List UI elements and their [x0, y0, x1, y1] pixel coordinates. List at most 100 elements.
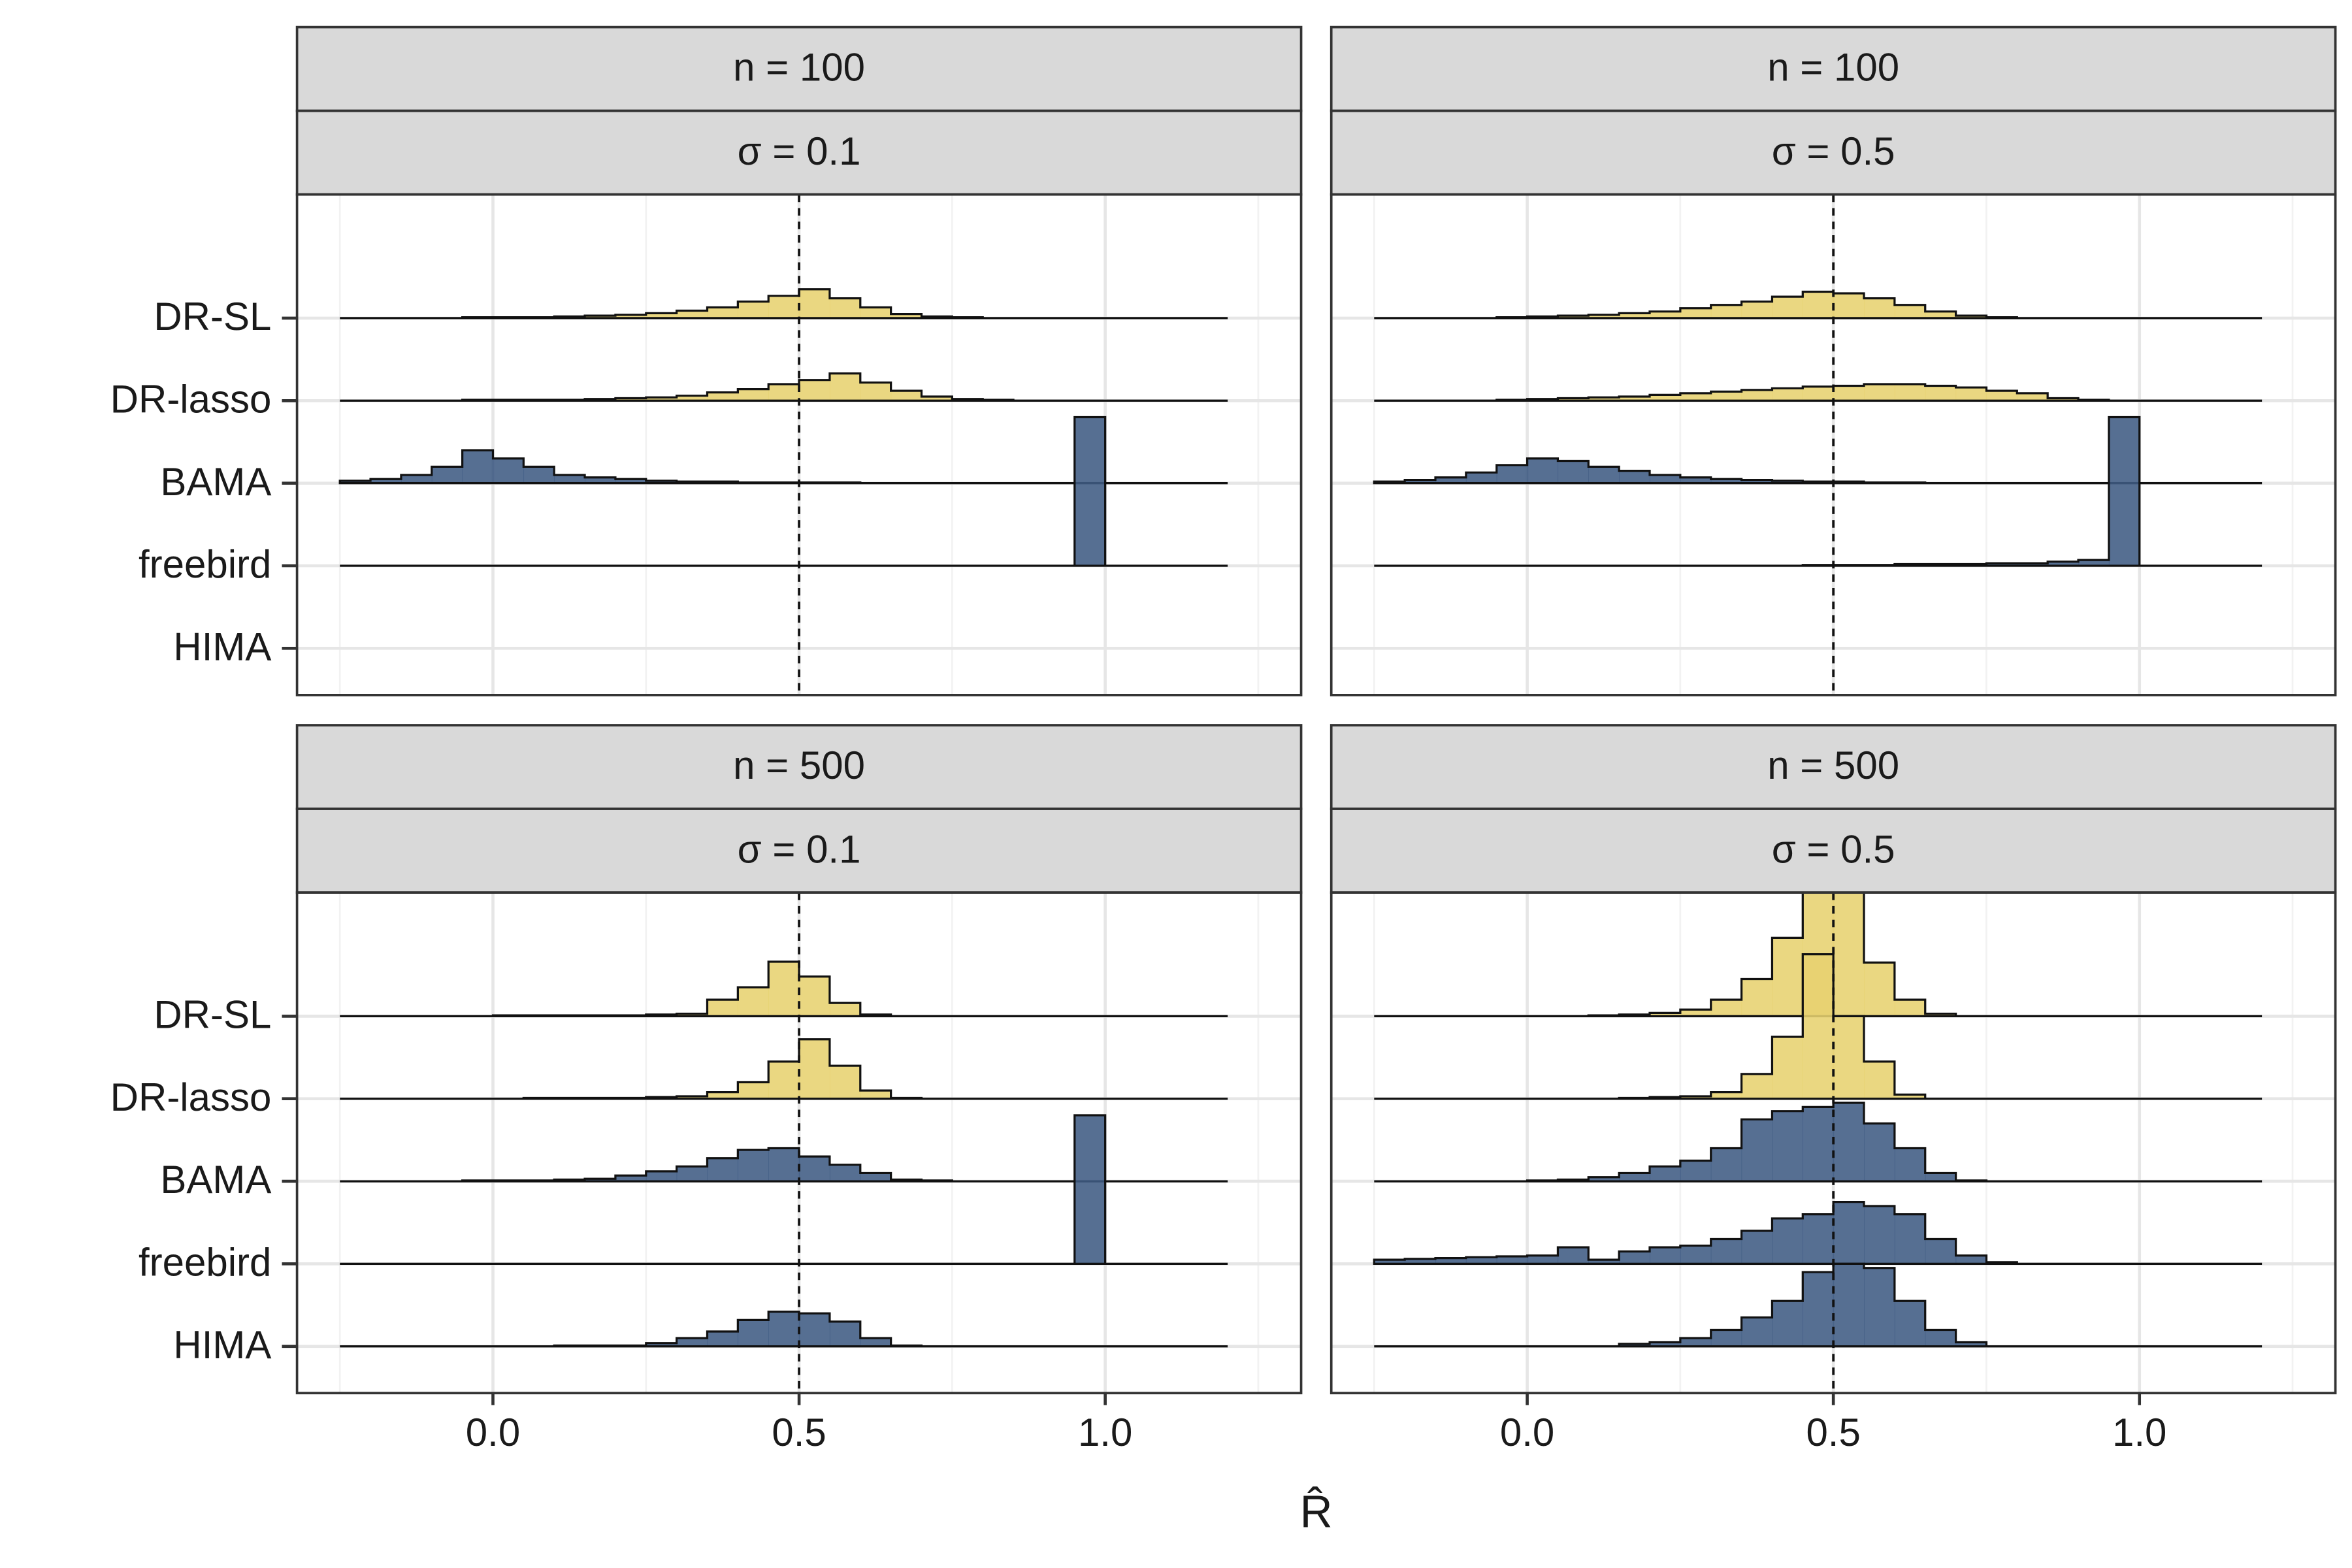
histogram-bar: [645, 480, 678, 483]
ridge-outline: [340, 1038, 1228, 1100]
histogram-bar: [645, 313, 678, 318]
histogram-bar: [1619, 470, 1650, 483]
histogram-bar: [2078, 560, 2110, 566]
histogram-bar: [1680, 1096, 1712, 1099]
histogram-bar: [1833, 385, 1865, 401]
histogram-bar: [1772, 480, 1803, 483]
ridge: [1374, 1102, 2262, 1183]
strip-label: n = 500: [1767, 743, 1899, 787]
histogram-bar: [1435, 477, 1467, 483]
histogram-bar: [676, 1013, 708, 1017]
histogram-bar: [340, 480, 371, 483]
ridge-outline: [340, 1114, 1228, 1266]
ridge-outline: [340, 416, 1228, 567]
strip: [295, 724, 1303, 810]
ridge: [1374, 383, 2262, 402]
histogram-bar: [860, 1173, 892, 1182]
histogram-bar: [1680, 1009, 1712, 1017]
histogram-bar: [523, 466, 555, 483]
ridge: [340, 1114, 1228, 1266]
histogram-bar: [645, 397, 678, 401]
histogram-bar: [1772, 938, 1803, 1017]
histogram-bar: [1833, 1264, 1865, 1347]
x-tick-label: 0.5: [1806, 1411, 1860, 1454]
ridge: [1373, 457, 2262, 485]
histogram-bar: [1986, 391, 2017, 401]
histogram-bar: [1986, 563, 2017, 566]
histogram-bar: [370, 479, 402, 483]
histogram-bar: [676, 1338, 708, 1347]
y-tick-label: HIMA: [173, 625, 271, 668]
histogram-bar: [1558, 461, 1589, 483]
strip: [1330, 109, 2337, 196]
histogram-bar: [1074, 1115, 1106, 1264]
strip-label: n = 100: [733, 46, 865, 90]
y-tick-label: DR-SL: [154, 295, 271, 338]
histogram-bar: [2108, 417, 2140, 566]
histogram-bar: [1650, 395, 1681, 401]
histogram-bar: [645, 1171, 678, 1182]
ridge-outline: [1373, 1201, 2262, 1266]
x-tick-label: 0.0: [466, 1411, 520, 1454]
histogram-bar: [554, 474, 585, 483]
histogram-bar: [1588, 1260, 1620, 1264]
histogram-bar: [921, 396, 953, 401]
x-tick-label: 0.0: [1500, 1411, 1554, 1454]
histogram-bar: [1955, 316, 1987, 318]
ridge-outline: [1374, 383, 2262, 402]
histogram-bar: [738, 1320, 769, 1347]
histogram-bar: [1955, 1255, 1987, 1264]
histogram-bar: [1650, 1013, 1681, 1017]
strip: [295, 109, 1303, 196]
histogram-bar: [1680, 1338, 1712, 1347]
histogram-bar: [829, 298, 861, 318]
strip-label: σ = 0.5: [1772, 827, 1895, 871]
histogram-bar: [1405, 1258, 1436, 1264]
histogram-bar: [2017, 393, 2048, 401]
ridge: [340, 1311, 1228, 1348]
x-axis-label: R̂: [1300, 1486, 1333, 1537]
histogram-bar: [1527, 458, 1559, 483]
panel-border: [1330, 193, 2337, 696]
ridge: [340, 288, 1228, 319]
histogram-bar: [860, 382, 892, 401]
ridge: [1374, 416, 2262, 567]
ridge-outline: [1374, 953, 2262, 1100]
histogram-bar: [676, 1096, 708, 1099]
histogram-bar: [585, 1179, 616, 1182]
histogram-bar: [1435, 1258, 1467, 1264]
histogram-bar: [1527, 1255, 1559, 1264]
ridge-outline: [340, 960, 1228, 1017]
histogram-bar: [1074, 417, 1106, 566]
histogram-bar: [1864, 384, 1895, 401]
histogram-bar: [1588, 314, 1620, 318]
strip: [295, 808, 1303, 894]
ridge-outline: [1374, 290, 2262, 319]
y-tick-label: freebird: [139, 542, 271, 586]
histogram-bar: [1803, 1107, 1834, 1182]
histogram-bar: [1925, 1173, 1957, 1182]
histogram-bar: [738, 1150, 769, 1182]
histogram-bar: [738, 1082, 769, 1099]
histogram-bar: [738, 389, 769, 401]
histogram-bar: [799, 976, 830, 1017]
histogram-bar: [1803, 954, 1834, 1099]
ridge: [1373, 1201, 2262, 1266]
histogram-bar: [1833, 293, 1865, 318]
histogram-bar: [707, 1158, 739, 1182]
histogram-bar: [2048, 561, 2079, 566]
histogram-bar: [1465, 472, 1497, 483]
ridge: [338, 449, 1228, 485]
histogram-bar: [1465, 1257, 1497, 1264]
histogram-bar: [1588, 1177, 1620, 1182]
histogram-bar: [1619, 313, 1650, 318]
histogram-bar: [707, 1331, 739, 1347]
histogram-bar: [1864, 1267, 1895, 1347]
histogram-bar: [829, 1066, 861, 1099]
histogram-bar: [1894, 1301, 1926, 1347]
y-tick-label: DR-SL: [154, 993, 271, 1037]
histogram-bar: [2048, 398, 2079, 401]
histogram-bar: [1680, 308, 1712, 318]
y-tick-label: DR-lasso: [110, 377, 272, 421]
histogram-bar: [1894, 1000, 1926, 1017]
